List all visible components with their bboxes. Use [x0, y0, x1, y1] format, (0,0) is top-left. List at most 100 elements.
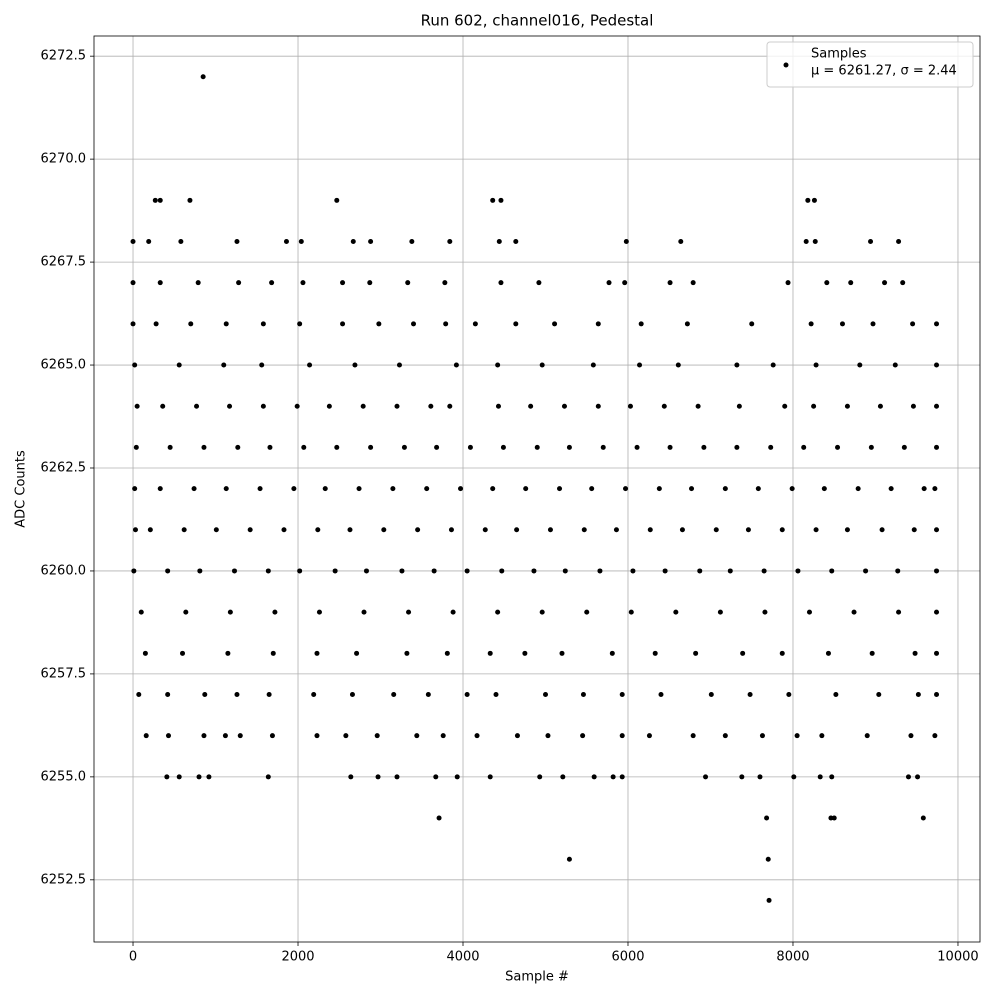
point	[311, 691, 317, 697]
point	[405, 280, 411, 286]
point	[394, 774, 400, 780]
point	[589, 486, 595, 492]
point	[566, 856, 572, 862]
point	[824, 280, 830, 286]
point	[539, 362, 545, 368]
point	[613, 527, 619, 533]
point	[690, 280, 696, 286]
point	[201, 444, 207, 450]
y-tick-label: 6257.5	[41, 666, 87, 681]
point	[768, 444, 774, 450]
point	[472, 321, 478, 327]
point	[283, 238, 289, 244]
point	[368, 238, 374, 244]
point	[870, 321, 876, 327]
point	[619, 774, 625, 780]
point	[915, 774, 921, 780]
x-tick-label: 0	[129, 950, 137, 965]
point	[354, 650, 360, 656]
point	[934, 650, 940, 656]
point	[882, 280, 888, 286]
point	[153, 321, 159, 327]
point	[450, 609, 456, 615]
point	[934, 403, 940, 409]
point	[487, 774, 493, 780]
point	[863, 568, 869, 574]
point	[404, 650, 410, 656]
point	[766, 897, 772, 903]
point	[160, 403, 166, 409]
point	[806, 609, 812, 615]
point	[265, 568, 271, 574]
point	[301, 444, 307, 450]
point	[490, 486, 496, 492]
point	[315, 527, 321, 533]
point	[934, 568, 940, 574]
point	[868, 444, 874, 450]
point	[539, 609, 545, 615]
point	[789, 486, 795, 492]
point	[176, 774, 182, 780]
point	[522, 650, 528, 656]
point	[606, 280, 612, 286]
point	[619, 691, 625, 697]
point	[493, 691, 499, 697]
point	[623, 238, 629, 244]
point	[513, 238, 519, 244]
point	[434, 444, 440, 450]
point	[536, 280, 542, 286]
point	[786, 691, 792, 697]
point	[689, 486, 695, 492]
point	[761, 568, 767, 574]
point	[281, 527, 287, 533]
point	[701, 444, 707, 450]
point	[749, 321, 755, 327]
point	[547, 527, 553, 533]
point	[531, 568, 537, 574]
point	[734, 362, 740, 368]
point	[436, 815, 442, 821]
point	[464, 691, 470, 697]
point	[237, 733, 243, 739]
point	[821, 486, 827, 492]
point	[181, 527, 187, 533]
point	[779, 650, 785, 656]
point	[652, 650, 658, 656]
point	[499, 568, 505, 574]
point	[740, 650, 746, 656]
point	[440, 733, 446, 739]
point	[196, 774, 202, 780]
x-tick-label: 6000	[611, 950, 644, 965]
point	[812, 238, 818, 244]
point	[727, 568, 733, 574]
point	[415, 527, 421, 533]
point	[132, 362, 138, 368]
point	[428, 403, 434, 409]
point	[356, 486, 362, 492]
point	[259, 362, 265, 368]
point	[770, 362, 776, 368]
point	[496, 238, 502, 244]
point	[495, 362, 501, 368]
y-tick-label: 6260.0	[41, 563, 87, 578]
x-tick-label: 4000	[446, 950, 479, 965]
point	[921, 486, 927, 492]
point	[637, 362, 643, 368]
point	[795, 568, 801, 574]
point	[454, 774, 460, 780]
point	[431, 568, 437, 574]
point	[272, 609, 278, 615]
point	[638, 321, 644, 327]
point	[584, 609, 590, 615]
point	[314, 650, 320, 656]
point	[269, 280, 275, 286]
y-tick-label: 6255.0	[41, 769, 87, 784]
point	[482, 527, 488, 533]
point	[367, 280, 373, 286]
point	[864, 733, 870, 739]
point	[467, 444, 473, 450]
point	[560, 774, 566, 780]
point	[396, 362, 402, 368]
point	[443, 321, 449, 327]
point	[222, 733, 228, 739]
